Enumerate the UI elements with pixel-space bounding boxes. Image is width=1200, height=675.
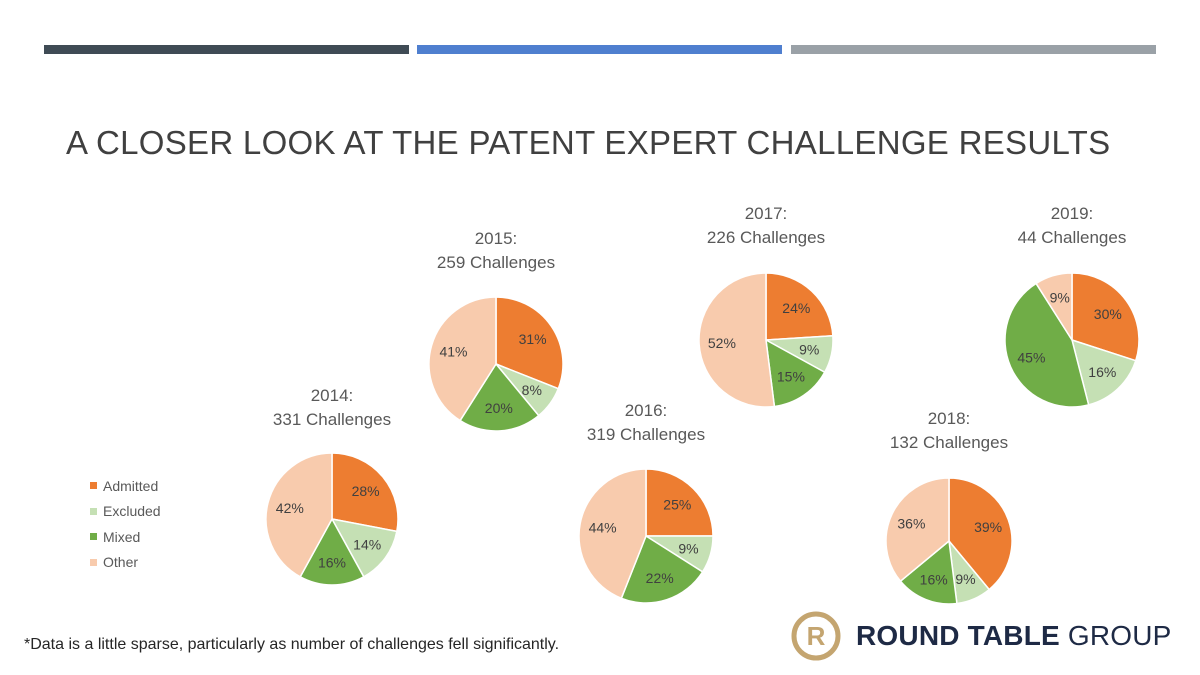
pie-slice-mixed (299, 517, 365, 586)
pie-slice-admitted (1071, 272, 1140, 362)
data-label-admitted: 24% (782, 300, 810, 316)
pie-slice-other (698, 272, 776, 408)
pie-slice-admitted (495, 296, 564, 390)
pie-slice-admitted (948, 477, 1013, 591)
pie-2018: 2018: 132 Challenges 39% 9% 16% 36% (885, 409, 1013, 605)
pie-title: 2019: (1051, 204, 1094, 223)
pie-title: 2016: (625, 401, 668, 420)
pie-slice-admitted (645, 468, 714, 537)
data-label-mixed: 20% (485, 400, 513, 416)
data-label-other: 44% (589, 520, 617, 536)
data-label-mixed: 15% (777, 369, 805, 385)
pie-subtitle: 319 Challenges (587, 425, 705, 444)
company-logo: R ROUND TABLE GROUP (790, 610, 1172, 662)
data-label-mixed: 45% (1017, 350, 1045, 366)
pie-2014: 2014: 331 Challenges 28% 14% 16% 42% (265, 386, 399, 586)
data-label-other: 41% (439, 344, 467, 360)
data-label-other: 9% (1050, 290, 1070, 306)
header-bar-blue (417, 45, 782, 54)
logo-name-regular: GROUP (1059, 620, 1172, 651)
legend-swatch-mixed (90, 533, 97, 541)
pie-2017: 2017: 226 Challenges 24% 9% 15% 52% (698, 204, 834, 408)
data-label-admitted: 30% (1094, 306, 1122, 322)
data-label-other: 52% (708, 335, 736, 351)
data-label-admitted: 25% (663, 497, 691, 513)
pie-subtitle: 44 Challenges (1018, 228, 1127, 247)
legend-swatch-excluded (90, 507, 97, 515)
pie-slice-mixed (899, 539, 958, 605)
header-bar-gray (791, 45, 1156, 54)
pie-title: 2014: (311, 386, 354, 405)
data-label-mixed: 22% (646, 570, 674, 586)
logo-wordmark: ROUND TABLE GROUP (856, 620, 1172, 652)
pie-2019: 2019: 44 Challenges 30% 16% 45% 9% (1004, 204, 1140, 408)
pie-subtitle: 331 Challenges (273, 410, 391, 429)
legend-label: Admitted (103, 477, 159, 494)
pie-slice-excluded (330, 517, 398, 578)
pie-slice-other (885, 477, 950, 583)
round-table-logo-icon: R (791, 611, 841, 661)
data-label-mixed: 16% (920, 572, 948, 588)
pie-title: 2015: (475, 229, 518, 248)
pie-subtitle: 226 Challenges (707, 228, 825, 247)
legend-item-mixed: Mixed (90, 524, 161, 550)
legend-swatch-other (90, 558, 97, 566)
pie-slice-other (1035, 272, 1073, 343)
svg-text:R: R (807, 621, 826, 651)
pie-title: 2017: (745, 204, 788, 223)
data-label-admitted: 31% (519, 331, 547, 347)
pie-slice-admitted (765, 272, 834, 341)
footnote: *Data is a little sparse, particularly a… (24, 636, 560, 653)
data-label-excluded: 14% (353, 537, 381, 553)
pie-subtitle: 132 Challenges (890, 433, 1008, 452)
pie-slice-excluded (1070, 338, 1137, 406)
chart-legend: Admitted Excluded Mixed Other (90, 473, 161, 575)
pie-2015: 2015: 259 Challenges 31% 8% 20% 41% (428, 229, 564, 432)
data-label-other: 42% (276, 500, 304, 516)
legend-label: Other (103, 554, 139, 571)
pie-slice-mixed (765, 338, 826, 408)
legend-item-other: Other (90, 550, 161, 576)
pie-slice-other (428, 296, 497, 422)
data-label-excluded: 8% (522, 382, 542, 398)
pie-slice-mixed (459, 362, 540, 432)
legend-item-admitted: Admitted (90, 473, 161, 499)
pie-subtitle: 259 Challenges (437, 253, 555, 272)
pie-slice-mixed (620, 534, 704, 604)
data-label-excluded: 9% (955, 571, 975, 587)
pie-slice-mixed (1004, 282, 1090, 408)
pie-slice-admitted (331, 452, 399, 533)
data-label-excluded: 9% (678, 540, 698, 556)
pie-slice-other (265, 452, 333, 578)
data-label-excluded: 9% (799, 342, 819, 358)
legend-label: Mixed (103, 528, 141, 545)
data-label-admitted: 28% (352, 483, 380, 499)
data-label-admitted: 39% (974, 519, 1002, 535)
data-label-other: 36% (897, 515, 925, 531)
header-bar-dark (44, 45, 409, 54)
logo-name-bold: ROUND TABLE (856, 620, 1060, 651)
pie-slice-other (578, 468, 647, 600)
pie-2016: 2016: 319 Challenges 25% 9%22% 44% (578, 401, 714, 604)
data-label-mixed: 16% (318, 555, 346, 571)
pie-title: 2018: (928, 409, 971, 428)
legend-item-excluded: Excluded (90, 499, 161, 525)
legend-label: Excluded (103, 503, 161, 520)
data-label-excluded: 16% (1088, 364, 1116, 380)
legend-swatch-admitted (90, 482, 97, 490)
slide-title: A CLOSER LOOK AT THE PATENT EXPERT CHALL… (66, 124, 1111, 161)
